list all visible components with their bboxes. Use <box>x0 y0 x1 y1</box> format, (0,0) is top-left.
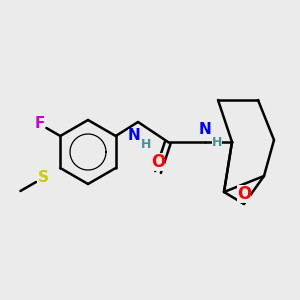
Text: O: O <box>237 185 251 203</box>
Text: F: F <box>34 116 45 131</box>
Text: O: O <box>151 153 165 171</box>
Text: S: S <box>38 170 49 185</box>
Text: N: N <box>199 122 212 137</box>
Text: H: H <box>141 137 151 151</box>
Text: H: H <box>212 136 222 148</box>
Text: N: N <box>128 128 140 143</box>
